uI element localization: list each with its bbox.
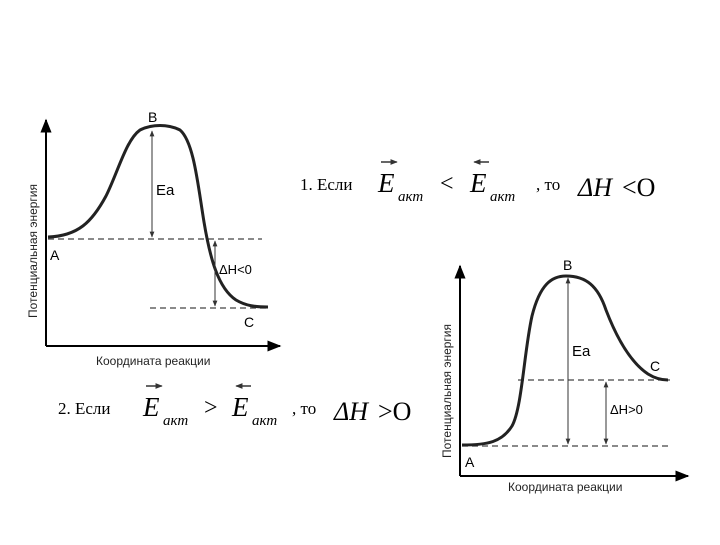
- operator: <: [440, 171, 454, 197]
- point-b-label: B: [148, 109, 157, 125]
- condition-2-formula: 2. Если E акт > E акт , то ΔH >O: [58, 383, 411, 429]
- energy-diagram-endothermic: Потенциальная энергия Координата реакции…: [440, 257, 690, 494]
- then-text: , то: [292, 399, 316, 418]
- energy-curve: [47, 124, 269, 309]
- y-axis-label: Потенциальная энергия: [440, 324, 454, 458]
- point-a-label: A: [50, 247, 60, 263]
- point-a-label: A: [465, 454, 475, 470]
- delta-h: ΔH: [333, 397, 369, 426]
- subscript: акт: [398, 189, 423, 205]
- e-symbol: E: [469, 168, 487, 198]
- result: <O: [622, 173, 655, 202]
- dh-label: ΔH<0: [219, 262, 252, 277]
- x-axis-label: Координата реакции: [96, 354, 210, 368]
- subscript: акт: [163, 413, 188, 429]
- delta-h: ΔH: [577, 173, 613, 202]
- dh-label: ΔH>0: [610, 402, 643, 417]
- condition-prefix: 1. Если: [300, 175, 353, 194]
- condition-1-formula: 1. Если E акт < E акт , то ΔH <O: [300, 159, 655, 205]
- energy-diagram-exothermic: Потенциальная энергия Координата реакции…: [26, 109, 282, 368]
- y-axis-label: Потенциальная энергия: [26, 184, 40, 318]
- ea-label: Ea: [156, 182, 175, 199]
- then-text: , то: [536, 175, 560, 194]
- point-c-label: C: [650, 358, 660, 374]
- ea-label: Ea: [572, 343, 591, 360]
- e-symbol: E: [142, 392, 160, 422]
- e-symbol: E: [231, 392, 249, 422]
- point-c-label: C: [244, 314, 254, 330]
- e-symbol: E: [377, 168, 395, 198]
- energy-curve: [461, 274, 669, 447]
- point-b-label: B: [563, 257, 572, 273]
- operator: >: [204, 395, 218, 421]
- condition-prefix: 2. Если: [58, 399, 111, 418]
- subscript: акт: [490, 189, 515, 205]
- x-axis-label: Координата реакции: [508, 480, 622, 494]
- result: >O: [378, 397, 411, 426]
- subscript: акт: [252, 413, 277, 429]
